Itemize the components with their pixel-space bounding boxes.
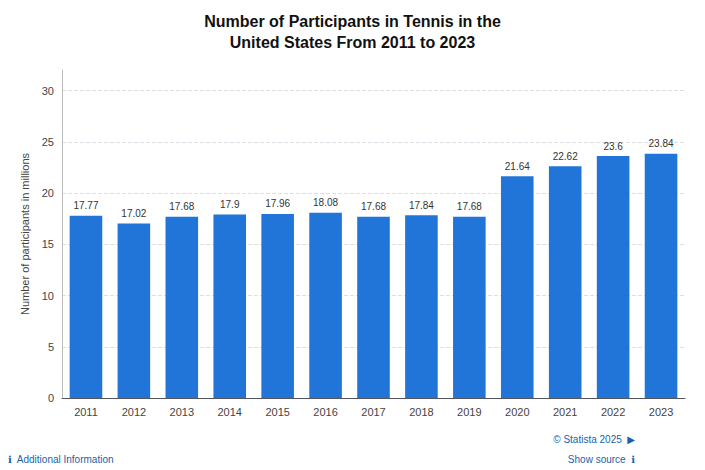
svg-text:25: 25 — [42, 136, 54, 148]
svg-text:2013: 2013 — [170, 406, 194, 418]
svg-text:2019: 2019 — [457, 406, 481, 418]
svg-text:2020: 2020 — [505, 406, 529, 418]
svg-text:5: 5 — [48, 341, 54, 353]
svg-text:2015: 2015 — [265, 406, 289, 418]
svg-text:17.9: 17.9 — [220, 199, 240, 210]
svg-text:2011: 2011 — [74, 406, 98, 418]
svg-text:17.68: 17.68 — [457, 201, 482, 212]
svg-text:17.02: 17.02 — [121, 208, 146, 219]
svg-text:0: 0 — [48, 392, 54, 404]
svg-text:ℹ Additional Information: ℹ Additional Information — [8, 454, 114, 465]
svg-text:20: 20 — [42, 187, 54, 199]
svg-text:Number of participants in mill: Number of participants in millions — [19, 152, 31, 315]
svg-text:2014: 2014 — [217, 406, 241, 418]
svg-text:2021: 2021 — [553, 406, 577, 418]
svg-text:© Statista 2025 ▶: © Statista 2025 ▶ — [553, 434, 635, 445]
svg-text:23.6: 23.6 — [603, 141, 623, 152]
svg-text:10: 10 — [42, 290, 54, 302]
svg-text:23.84: 23.84 — [649, 138, 674, 149]
svg-text:2022: 2022 — [601, 406, 625, 418]
svg-text:17.84: 17.84 — [409, 200, 434, 211]
svg-text:2016: 2016 — [313, 406, 337, 418]
svg-text:United States From 2011 to 202: United States From 2011 to 2023 — [230, 34, 476, 51]
svg-text:2017: 2017 — [361, 406, 385, 418]
svg-text:18.08: 18.08 — [313, 197, 338, 208]
svg-text:22.62: 22.62 — [553, 151, 578, 162]
svg-text:Show source ℹ: Show source ℹ — [568, 454, 635, 465]
svg-text:2012: 2012 — [122, 406, 146, 418]
svg-text:2023: 2023 — [649, 406, 673, 418]
svg-text:17.77: 17.77 — [73, 200, 98, 211]
svg-text:30: 30 — [42, 85, 54, 97]
svg-text:15: 15 — [42, 238, 54, 250]
svg-text:17.96: 17.96 — [265, 198, 290, 209]
svg-text:17.68: 17.68 — [361, 201, 386, 212]
svg-text:21.64: 21.64 — [505, 161, 530, 172]
svg-text:Number of Participants in Tenn: Number of Participants in Tennis in the — [204, 13, 501, 30]
svg-text:17.68: 17.68 — [169, 201, 194, 212]
svg-text:2018: 2018 — [409, 406, 433, 418]
